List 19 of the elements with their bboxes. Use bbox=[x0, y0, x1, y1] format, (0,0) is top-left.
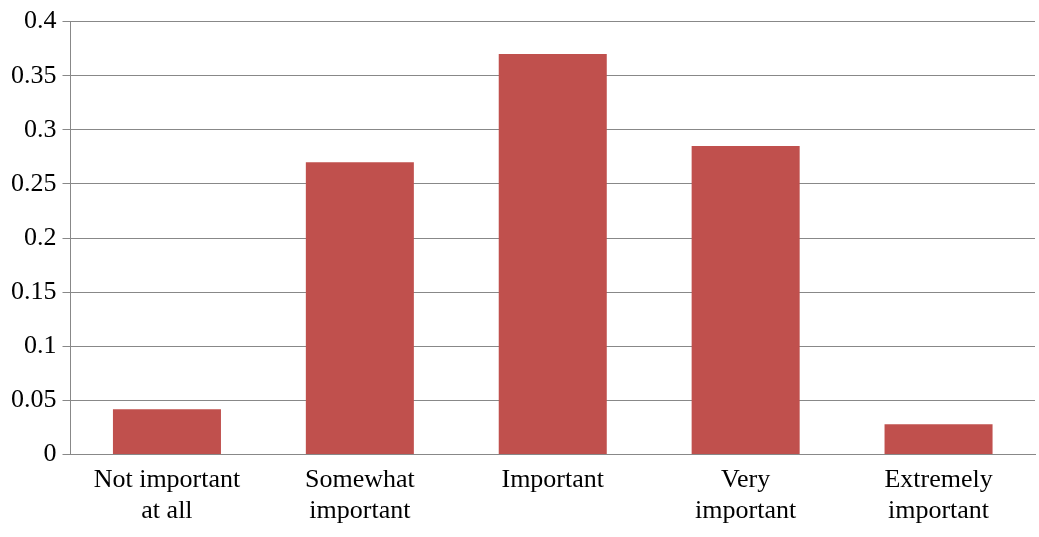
x-tick-label: Not important at all bbox=[93, 464, 242, 525]
bar bbox=[112, 409, 221, 455]
y-tick-label: 0.1 bbox=[24, 330, 57, 360]
y-tick-label: 0.35 bbox=[11, 59, 57, 89]
y-tick-label: 0.3 bbox=[24, 113, 57, 143]
y-tick-label: 0.4 bbox=[24, 5, 57, 35]
x-tick-label: Very important bbox=[695, 464, 797, 525]
y-tick-label: 0.25 bbox=[11, 167, 57, 197]
x-tick-label: Extremely important bbox=[884, 464, 993, 525]
bar bbox=[884, 424, 993, 455]
y-tick-label: 0 bbox=[43, 438, 57, 468]
y-tick-label: 0.2 bbox=[24, 221, 57, 251]
bar bbox=[498, 54, 607, 455]
y-tick-label: 0.05 bbox=[11, 384, 57, 414]
y-tick-label: 0.15 bbox=[11, 276, 57, 306]
x-tick-label: Important bbox=[501, 464, 605, 494]
bar bbox=[691, 146, 800, 455]
x-tick-label: Somewhat important bbox=[304, 464, 416, 525]
bar bbox=[305, 162, 414, 455]
